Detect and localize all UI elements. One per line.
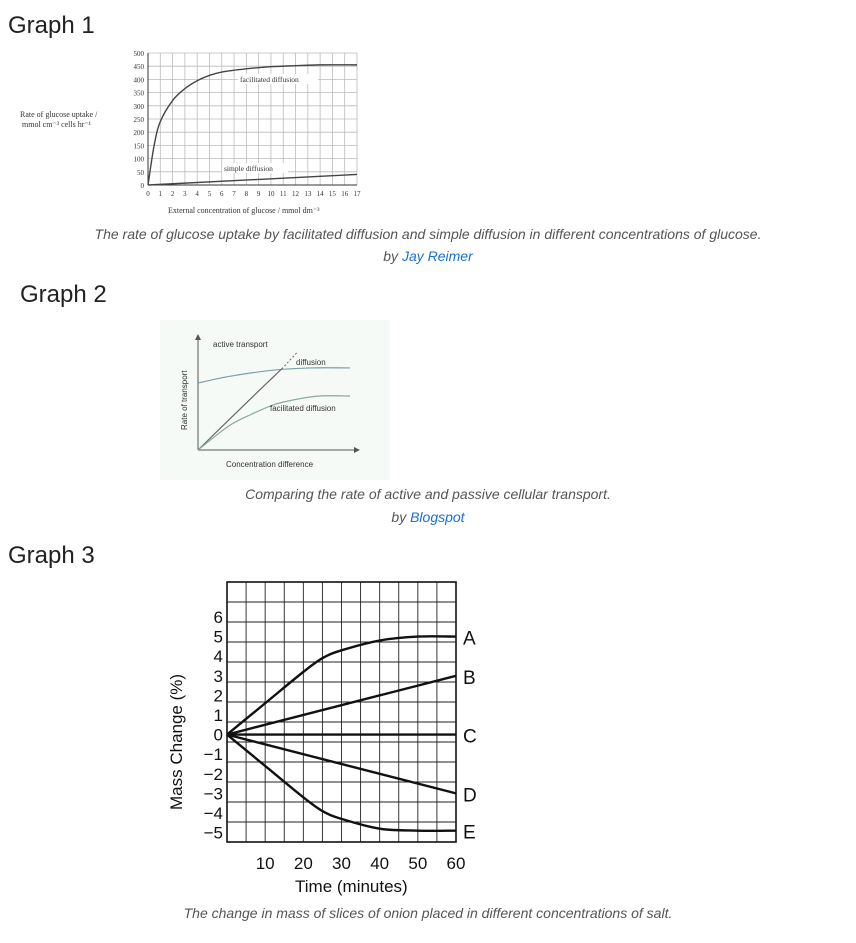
graph1-label-bg <box>222 163 288 173</box>
graph3-x-tick-label: 20 <box>294 854 313 873</box>
graph3-series-label-d: D <box>463 785 477 806</box>
graph3-x-tick-label: 50 <box>408 854 427 873</box>
graph2-series-line-diffusion <box>197 368 283 451</box>
graph2-credit: by Blogspot <box>0 509 856 525</box>
graph1-y-tick-label: 0 <box>141 182 145 190</box>
graph2-label-diffusion: diffusion <box>296 358 326 367</box>
graph1-caption: The rate of glucose uptake by facilitate… <box>94 226 762 242</box>
graph2-y-arrow <box>195 334 201 340</box>
graph3-frame <box>226 581 457 843</box>
graph1-x-tick-label: 14 <box>317 190 325 198</box>
graph2-credit-prefix: by <box>391 509 407 525</box>
graph3-series-line-b <box>226 674 457 736</box>
graph1-y-label-line2: mmol cm⁻³ cells hr⁻¹ <box>22 120 92 129</box>
graph2-x-arrow <box>354 447 360 453</box>
graph3-y-tick-label: 2 <box>214 686 223 705</box>
graph1-credit-prefix: by <box>383 248 399 264</box>
graph3-y-tick-label: 6 <box>214 608 223 627</box>
graph1-y-tick-label: 500 <box>134 50 145 58</box>
graph3-y-tick-label: 0 <box>214 726 223 745</box>
graph3-y-tick-label: 1 <box>214 706 223 725</box>
graph3-heading: Graph 3 <box>8 542 95 569</box>
graph1-series-line-facilitated <box>147 64 358 186</box>
graph3-series-line-e <box>226 733 457 832</box>
graph1-x-tick-label: 8 <box>245 190 249 198</box>
graph1-x-tick-label: 9 <box>257 190 261 198</box>
graph3-series-label-e: E <box>463 823 476 844</box>
graph1-y-tick-label: 100 <box>134 156 145 164</box>
graph3-x-tick-label: 40 <box>370 854 389 873</box>
graph3-y-tick-label: −2 <box>204 765 223 784</box>
graph1-series-line-simple <box>147 173 358 186</box>
graph2-label-active: active transport <box>213 340 268 349</box>
graph1-x-tick-label: 3 <box>183 190 187 198</box>
graph1-y-tick-label: 200 <box>134 129 145 137</box>
graph1-heading: Graph 1 <box>8 12 95 39</box>
graph1-x-tick-label: 7 <box>232 190 236 198</box>
graph1-y-tick-label: 400 <box>134 76 145 84</box>
graph3-y-label: Mass Change (%) <box>167 674 186 810</box>
graph2-series-line-facilitated <box>197 395 351 451</box>
graph3-y-tick-label: −5 <box>204 824 223 843</box>
graph2-label-facilitated: facilitated diffusion <box>270 404 336 413</box>
graph3-series-line-a <box>226 635 457 736</box>
graph1-y-tick-label: 250 <box>134 116 145 124</box>
graph1-label-simple: simple diffusion <box>224 164 273 173</box>
graph3-series-label-c: C <box>463 727 477 748</box>
graph2-heading: Graph 2 <box>20 281 107 308</box>
graph2-caption: Comparing the rate of active and passive… <box>245 486 611 502</box>
graph2-x-label: Concentration difference <box>226 460 314 469</box>
graph1-x-tick-label: 1 <box>159 190 163 198</box>
graph1-x-tick-label: 6 <box>220 190 224 198</box>
graph1-credit-link[interactable]: Jay Reimer <box>401 248 473 264</box>
graph1-x-tick-label: 11 <box>280 190 287 198</box>
graph1-x-tick-label: 0 <box>146 190 150 198</box>
graph1-y-tick-label: 450 <box>134 63 145 71</box>
graph1-y-tick-label: 150 <box>134 142 145 150</box>
graph3-series-label-a: A <box>463 629 476 650</box>
graph3-y-tick-label: 3 <box>214 667 223 686</box>
graph3-x-label: Time (minutes) <box>295 877 408 896</box>
graph1-x-tick-label: 5 <box>208 190 212 198</box>
graph3-x-tick-label: 60 <box>447 854 466 873</box>
graph3-y-tick-label: 5 <box>214 628 223 647</box>
graph1-x-tick-label: 10 <box>267 190 275 198</box>
graph1-y-tick-label: 300 <box>134 103 145 111</box>
graph1-credit: by Jay Reimer <box>0 248 856 264</box>
graph2-credit-link[interactable]: Blogspot <box>410 509 465 525</box>
graph3-x-tick-label: 10 <box>256 854 275 873</box>
graph3-x-tick-label: 30 <box>332 854 351 873</box>
graph3-y-tick-label: −3 <box>204 784 223 803</box>
graph1-label-facilitated: facilitated diffusion <box>240 75 299 84</box>
graph3-series-line-d <box>226 733 457 795</box>
graph3-y-tick-label: 4 <box>214 647 223 666</box>
graph1-y-tick-label: 350 <box>134 90 145 98</box>
graph1-x-tick-label: 16 <box>341 190 349 198</box>
graph1-y-tick-label: 50 <box>137 169 145 177</box>
graph1-chart: Rate of glucose uptake / mmol cm⁻³ cells… <box>20 50 362 215</box>
graph1-x-tick-label: 17 <box>354 190 362 198</box>
graph3-caption: The change in mass of slices of onion pl… <box>183 905 673 921</box>
graph3-y-tick-label: −4 <box>204 804 223 823</box>
graph3-series-label-b: B <box>463 668 476 689</box>
graph1-x-tick-label: 4 <box>195 190 199 198</box>
graph1-x-tick-label: 13 <box>304 190 312 198</box>
graph2-chart: Rate of transport Concentration differen… <box>160 320 390 480</box>
graph1-x-tick-label: 2 <box>171 190 175 198</box>
graph1-label-bg <box>238 74 318 84</box>
graph1-x-label: External concentration of glucose / mmol… <box>168 206 320 215</box>
graph1-x-tick-label: 15 <box>329 190 337 198</box>
graph1-y-label-line1: Rate of glucose uptake / <box>20 110 98 119</box>
graph2-y-label: Rate of transport <box>180 370 189 430</box>
graph3-y-tick-label: −1 <box>204 745 223 764</box>
graph1-x-tick-label: 12 <box>292 190 300 198</box>
graph2-series-line-active <box>197 367 351 384</box>
